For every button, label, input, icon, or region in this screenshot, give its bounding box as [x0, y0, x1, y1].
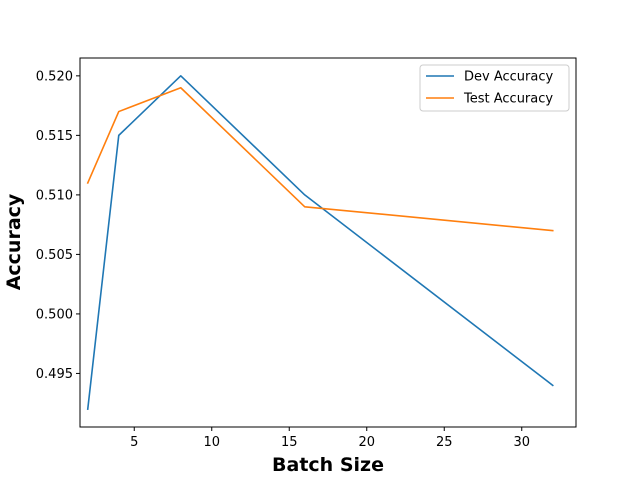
x-tick-label: 30	[513, 435, 530, 450]
x-tick-label: 10	[203, 435, 220, 450]
y-tick-label: 0.495	[36, 367, 73, 382]
plot-frame	[79, 57, 577, 428]
y-axis-ticks: 0.495 0.500 0.505 0.510 0.515 0.520	[36, 69, 80, 382]
x-axis-title: Batch Size	[272, 454, 384, 476]
y-tick-label: 0.515	[36, 129, 73, 144]
y-tick-label: 0.505	[36, 248, 73, 263]
x-tick-label: 15	[281, 435, 298, 450]
legend-box	[419, 64, 570, 112]
legend-label: Dev Accuracy	[464, 70, 553, 85]
x-tick-label: 5	[130, 435, 138, 450]
y-tick-label: 0.520	[36, 69, 73, 84]
series-layer	[86, 75, 554, 411]
y-tick-label: 0.500	[36, 307, 73, 322]
x-axis-ticks: 5 10 15 20 25 30	[130, 427, 530, 450]
legend-label: Test Accuracy	[463, 92, 553, 107]
y-axis-title: Accuracy	[3, 193, 25, 290]
legend: Dev Accuracy Test Accuracy	[419, 64, 570, 112]
x-tick-label: 20	[358, 435, 375, 450]
y-tick-label: 0.510	[36, 188, 73, 203]
series-line-test-accuracy	[86, 86, 554, 232]
series-line-dev-accuracy	[86, 75, 554, 411]
x-tick-label: 25	[436, 435, 453, 450]
